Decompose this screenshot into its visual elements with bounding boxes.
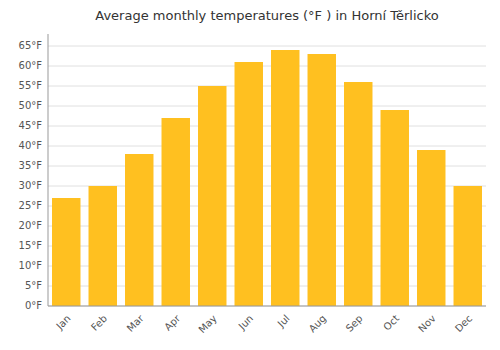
bar [89, 186, 117, 306]
y-tick-label: 15°F [19, 240, 43, 251]
grid-line [48, 66, 486, 67]
y-tick-label: 40°F [19, 140, 43, 151]
bar [52, 198, 80, 306]
x-tick-label: Aug [307, 313, 329, 335]
y-tick-label: 45°F [19, 120, 43, 131]
y-tick-label: 25°F [19, 200, 43, 211]
y-tick-label: 30°F [19, 180, 43, 191]
x-axis-line [48, 306, 486, 307]
chart: 0°F 5°F 10°F 15°F 20°F 25°F 30°F 35°F 40°F 45°F 50… [0, 0, 500, 350]
y-tick-label: 65°F [19, 40, 43, 51]
x-tick-label: Oct [381, 313, 401, 333]
y-tick-label: 50°F [19, 100, 43, 111]
bars [52, 50, 482, 306]
title: Average monthly temperatures (°F ) in Ho… [95, 8, 438, 23]
grid-line [48, 146, 486, 147]
y-tick-label: 60°F [19, 60, 43, 71]
x-tick-label: Jun [236, 313, 256, 333]
y-tick-label: 55°F [19, 80, 43, 91]
grid-line [48, 86, 486, 87]
y-tick-label: 10°F [19, 260, 43, 271]
x-tick-label: Sep [344, 313, 365, 334]
x-tick-label: May [196, 313, 218, 335]
bar [235, 62, 263, 306]
bar [454, 186, 482, 306]
bar [344, 82, 372, 306]
y-tick-label: 0°F [25, 300, 42, 311]
x-axis: Jan Feb Mar Apr May Jun Jul Aug Sep Oct Nov Dec [48, 306, 486, 335]
y-tick-label: 20°F [19, 220, 43, 231]
bar [162, 118, 190, 306]
bar [308, 54, 336, 306]
y-tick-label: 5°F [25, 280, 42, 291]
grid-line [48, 106, 486, 107]
grid-line [48, 306, 486, 307]
x-tick-label: Jan [53, 313, 72, 332]
y-axis-line [48, 34, 49, 306]
grid-line [48, 126, 486, 127]
x-tick-label: Nov [416, 313, 438, 335]
grid [48, 46, 486, 306]
bar [417, 150, 445, 306]
bar [381, 110, 409, 306]
grid-line [48, 46, 486, 47]
bar [125, 154, 153, 306]
x-tick-label: Jul [275, 313, 292, 330]
x-tick-label: Feb [89, 313, 109, 333]
y-tick-label: 35°F [19, 160, 43, 171]
bar [271, 50, 299, 306]
x-tick-label: Mar [125, 312, 147, 334]
x-tick-label: Apr [162, 312, 183, 333]
bar [198, 86, 226, 306]
y-axis: 0°F 5°F 10°F 15°F 20°F 25°F 30°F 35°F 40°F 45°F 50… [19, 34, 48, 311]
x-tick-label: Dec [453, 313, 474, 334]
